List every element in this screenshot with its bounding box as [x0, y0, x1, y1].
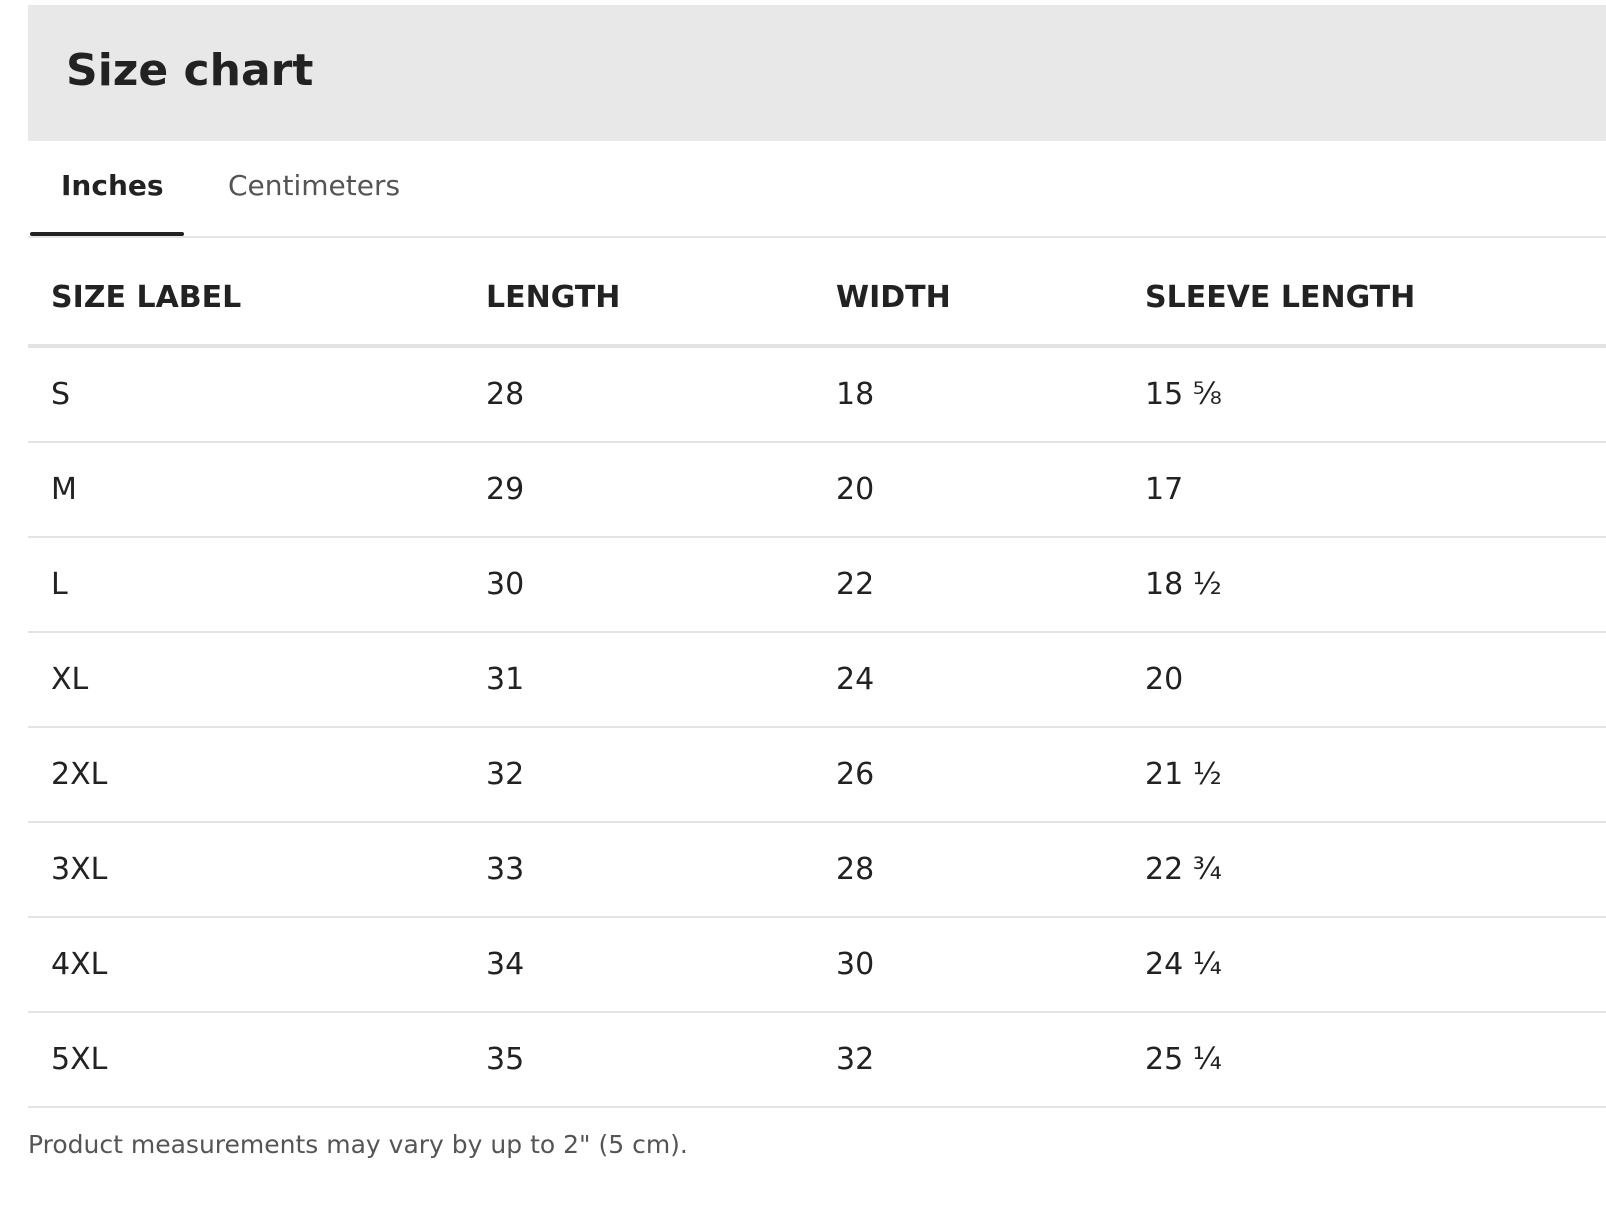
table-row: 4XL 34 30 24 ¼	[28, 917, 1606, 1013]
cell: 3XL	[28, 822, 486, 918]
title: Size chart	[66, 45, 314, 96]
cell: 20	[1145, 632, 1606, 728]
cell: 33	[486, 822, 836, 918]
size-table: SIZE LABEL LENGTH WIDTH SLEEVE LENGTH S 28 18…	[28, 250, 1606, 1108]
column-header: LENGTH	[486, 250, 836, 348]
cell: M	[28, 442, 486, 538]
cell: 30	[836, 917, 1145, 1013]
cell: 32	[486, 727, 836, 823]
cell: 28	[836, 822, 1145, 918]
cell: 17	[1145, 442, 1606, 538]
table-row: L 30 22 18 ½	[28, 537, 1606, 633]
cell: 4XL	[28, 917, 486, 1013]
cell: 15 ⅝	[1145, 346, 1606, 443]
cell: 5XL	[28, 1012, 486, 1108]
table-row: 2XL 32 26 21 ½	[28, 727, 1606, 823]
tab[interactable]: Inches	[61, 169, 164, 202]
cell: 24	[836, 632, 1145, 728]
cell: 18	[836, 346, 1145, 443]
column-header: WIDTH	[836, 250, 1145, 348]
cell: 34	[486, 917, 836, 1013]
cell: 28	[486, 346, 836, 443]
cell: 20	[836, 442, 1145, 538]
cell: 22 ¾	[1145, 822, 1606, 918]
tab[interactable]: Centimeters	[228, 169, 401, 202]
cell: 22	[836, 537, 1145, 633]
table-row: XL 31 24 20	[28, 632, 1606, 728]
header: Size chart	[28, 5, 1606, 141]
table-row: M 29 20 17	[28, 442, 1606, 538]
cell: 26	[836, 727, 1145, 823]
tab-indicator	[30, 232, 184, 236]
cell: 18 ½	[1145, 537, 1606, 633]
note: Product measurements may vary by up to 2…	[28, 1130, 688, 1159]
table-row: 3XL 33 28 22 ¾	[28, 822, 1606, 918]
cell: L	[28, 537, 486, 633]
cell: 21 ½	[1145, 727, 1606, 823]
cell: S	[28, 346, 486, 443]
cell: 32	[836, 1012, 1145, 1108]
tabs: Inches Centimeters	[28, 141, 1606, 238]
table-row: 5XL 35 32 25 ¼	[28, 1012, 1606, 1108]
column-header: SLEEVE LENGTH	[1145, 250, 1606, 348]
column-header: SIZE LABEL	[28, 250, 486, 348]
header-row: SIZE LABEL LENGTH WIDTH SLEEVE LENGTH	[28, 250, 1606, 348]
cell: 2XL	[28, 727, 486, 823]
cell: 25 ¼	[1145, 1012, 1606, 1108]
cell: XL	[28, 632, 486, 728]
cell: 31	[486, 632, 836, 728]
cell: 29	[486, 442, 836, 538]
table-row: S 28 18 15 ⅝	[28, 346, 1606, 443]
cell: 24 ¼	[1145, 917, 1606, 1013]
cell: 35	[486, 1012, 836, 1108]
cell: 30	[486, 537, 836, 633]
